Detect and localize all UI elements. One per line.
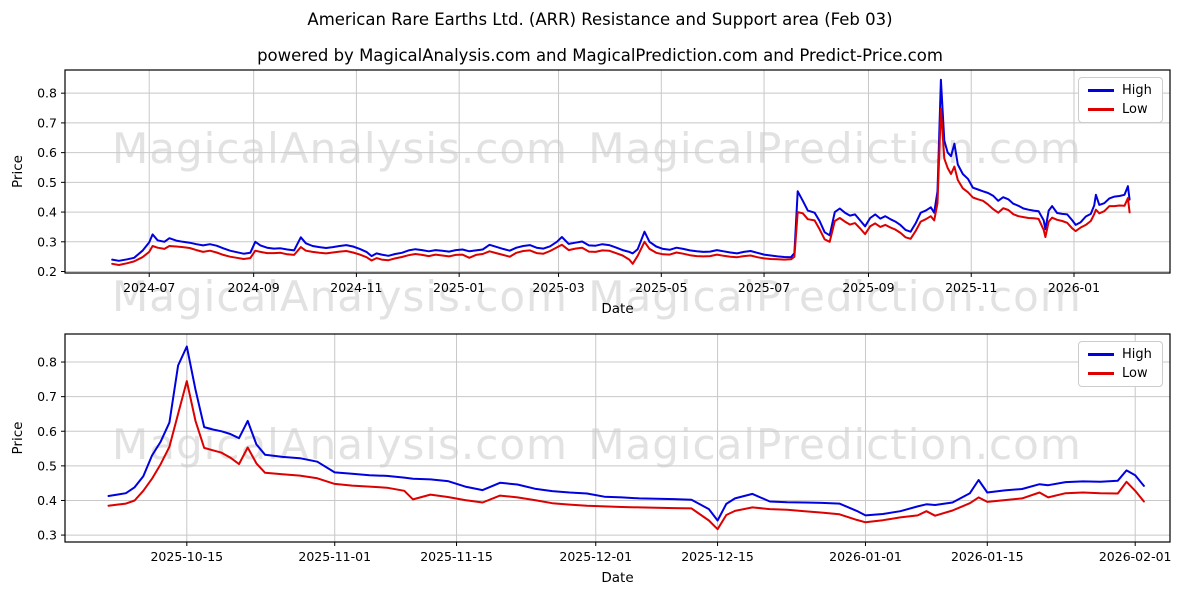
watermark-prediction: MagicalPrediction.com <box>588 420 1082 469</box>
low-line-swatch <box>1088 108 1114 111</box>
x-tick-label: 2026-01 <box>1048 280 1100 295</box>
y-tick-label: 0.6 <box>37 424 57 439</box>
x-axis-label: Date <box>601 301 633 317</box>
y-tick-label: 0.5 <box>37 458 57 473</box>
y-tick-label: 0.7 <box>37 115 57 130</box>
legend-entry-high: High <box>1088 84 1152 97</box>
legend-label-high: High <box>1122 347 1152 362</box>
x-axis-label: Date <box>601 570 633 586</box>
y-tick-label: 0.2 <box>37 264 57 279</box>
x-tick-label: 2025-11 <box>945 280 997 295</box>
legend-label-high: High <box>1122 83 1152 98</box>
legend-label-low: Low <box>1122 366 1148 381</box>
y-tick-label: 0.4 <box>37 205 57 220</box>
page-title: American Rare Earths Ltd. (ARR) Resistan… <box>307 10 893 29</box>
watermark-prediction: MagicalPrediction.com <box>588 272 1082 321</box>
y-tick-label: 0.8 <box>37 355 57 370</box>
low-series-line <box>111 107 1131 266</box>
legend-entry-low: Low <box>1088 103 1152 116</box>
y-tick-label: 0.6 <box>37 145 57 160</box>
legend-entry-high: High <box>1088 348 1152 361</box>
x-tick-label: 2025-11-01 <box>298 549 371 564</box>
plot-top: 0.2 0.3 0.4 0.5 0.6 0.7 0.8 2024-07 2024-09 2024-… <box>10 69 1171 317</box>
x-tick-label: 2025-01 <box>433 280 485 295</box>
y-tick-label: 0.3 <box>37 234 57 249</box>
plot-bottom: 0.3 0.4 0.5 0.6 0.7 0.8 2025-10-15 2025-11-01 20… <box>10 333 1172 586</box>
legend-top-chart: High Low <box>1078 77 1163 123</box>
watermark-prediction: MagicalPrediction.com <box>588 124 1082 173</box>
low-line-swatch <box>1088 372 1114 375</box>
high-line-swatch <box>1088 89 1114 92</box>
x-tick-label: 2025-09 <box>842 280 894 295</box>
x-tick-label: 2024-09 <box>228 280 280 295</box>
x-tick-label: 2025-12-15 <box>681 549 754 564</box>
x-tick-label: 2025-05 <box>635 280 687 295</box>
plot-border <box>64 333 1171 543</box>
plot-border <box>64 69 1171 274</box>
x-tick-label: 2026-01-15 <box>951 549 1024 564</box>
x-tick-label: 2024-07 <box>123 280 175 295</box>
low-series-line <box>107 380 1145 531</box>
legend-entry-low: Low <box>1088 367 1152 380</box>
y-axis-label: Price <box>10 155 26 188</box>
x-tick-label: 2025-11-15 <box>420 549 493 564</box>
y-tick-label: 0.3 <box>37 528 57 543</box>
watermark-analysis: MagicalAnalysis.com <box>112 124 568 173</box>
x-tick-label: 2025-10-15 <box>150 549 223 564</box>
x-tick-label: 2025-07 <box>738 280 790 295</box>
page-subtitle: powered by MagicalAnalysis.com and Magic… <box>257 46 943 65</box>
x-tick-label: 2026-02-01 <box>1099 549 1172 564</box>
y-tick-label: 0.7 <box>37 389 57 404</box>
high-series-line <box>107 345 1145 522</box>
x-tick-label: 2025-12-01 <box>559 549 632 564</box>
x-tick-label: 2024-11 <box>330 280 382 295</box>
y-tick-label: 0.8 <box>37 86 57 101</box>
y-tick-label: 0.4 <box>37 493 57 508</box>
y-tick-label: 0.5 <box>37 175 57 190</box>
y-axis-label: Price <box>10 422 26 455</box>
legend-bottom-chart: High Low <box>1078 341 1163 387</box>
x-tick-label: 2026-01-01 <box>829 549 902 564</box>
x-tick-label: 2025-03 <box>532 280 584 295</box>
legend-label-low: Low <box>1122 102 1148 117</box>
high-series-line <box>111 78 1131 262</box>
watermark-analysis: MagicalAnalysis.com <box>112 272 568 321</box>
watermark-analysis: MagicalAnalysis.com <box>112 420 568 469</box>
high-line-swatch <box>1088 353 1114 356</box>
